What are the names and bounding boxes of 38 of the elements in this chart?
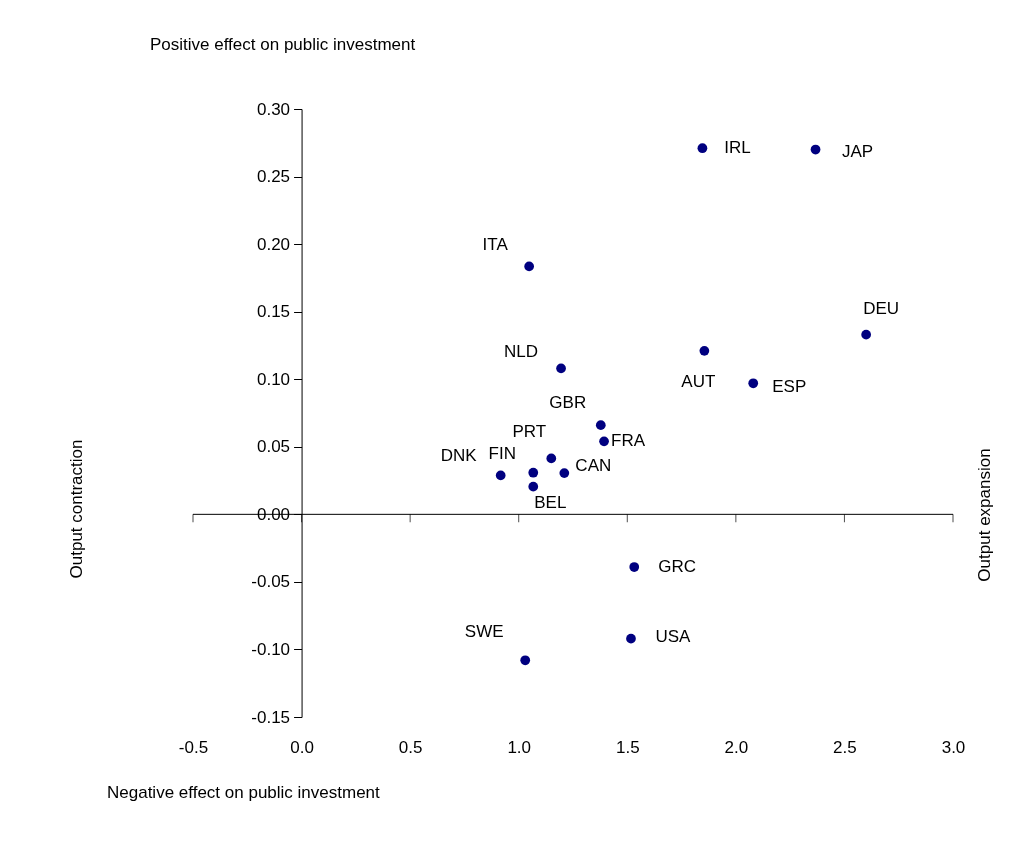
y-tick-label: 0.30 (256, 99, 291, 119)
annotation: ITA (482, 235, 509, 255)
annotation: USA (655, 626, 692, 646)
x-tick-label: 1.0 (507, 737, 532, 757)
x-tick-label: 2.5 (833, 737, 857, 757)
text: Output expansion (975, 448, 994, 582)
annotation: FIN (488, 443, 516, 463)
x-tick-label: 0.5 (398, 737, 423, 757)
y-tick-label: 0.05 (256, 437, 291, 457)
x-axis-title: Negative effect on public investment (107, 783, 381, 802)
annotation: CAN (575, 456, 612, 476)
annotation: DEU (863, 298, 900, 318)
annotation: AUT (681, 371, 716, 391)
y-tick-label: 0.15 (256, 302, 291, 322)
annotation: IRL (724, 138, 751, 158)
x-tick-label: 3.0 (941, 737, 966, 757)
x-tick-label: 2.0 (724, 737, 749, 757)
x-tick-label: -0.5 (178, 737, 209, 757)
annotation: GBR (549, 393, 587, 413)
y-tick-label: -0.05 (251, 572, 291, 592)
y-tick-label: -0.15 (251, 707, 291, 727)
y-tick-label: 0.25 (256, 167, 291, 187)
y-tick-label: 0.10 (256, 369, 291, 389)
annotation: SWE (464, 622, 504, 642)
y-tick-label: 0.20 (256, 234, 291, 254)
annotation: ESP (772, 377, 807, 397)
annotation: GRC (658, 557, 697, 577)
annotation: PRT (512, 422, 547, 442)
chart-title: Positive effect on public investment (150, 35, 416, 54)
annotation: JAP (841, 141, 874, 161)
y-tick-label: -0.10 (251, 639, 291, 659)
annotation: BEL (534, 492, 567, 512)
text: Output contraction (67, 439, 86, 579)
x-tick-label: 0.0 (290, 737, 314, 757)
annotation: DNK (440, 446, 478, 466)
x-tick-label: 1.5 (615, 737, 640, 757)
annotation: FRA (611, 431, 646, 451)
annotation: NLD (504, 342, 539, 362)
